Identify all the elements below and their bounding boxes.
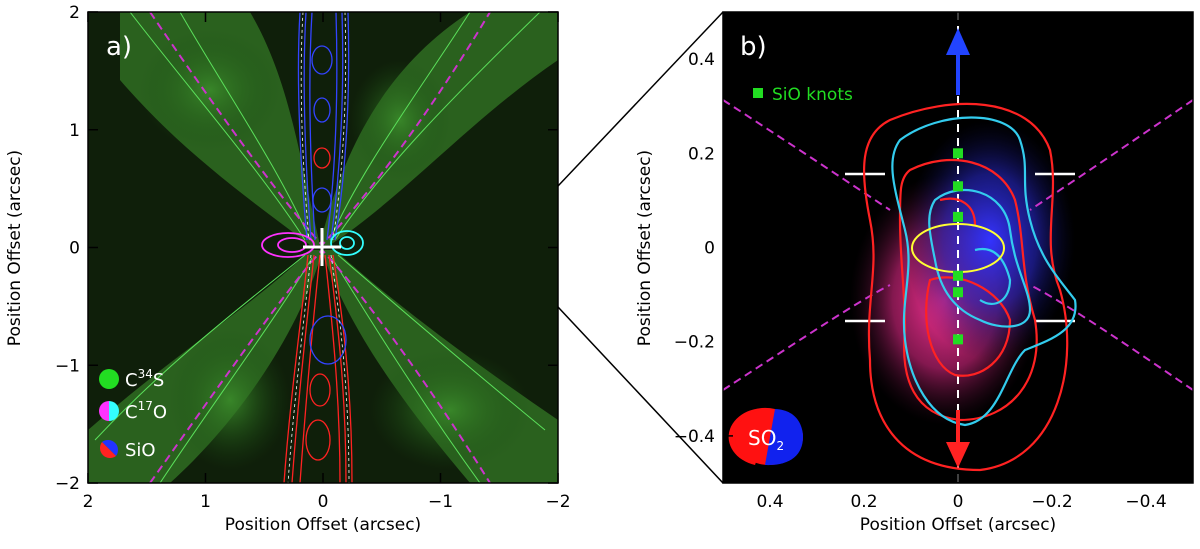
- x-tick-label-b-1: 0.2: [850, 492, 877, 512]
- so2-cyan-contours: [891, 116, 1077, 427]
- outflow-arrow-red: [946, 410, 970, 468]
- so2-beam-label: SO2: [748, 426, 784, 453]
- x-tick-label-a-1: 1: [200, 492, 211, 512]
- x-tick-label-a-4: −2: [545, 492, 570, 512]
- so2-blue-glow: [905, 120, 1075, 360]
- y-tick-label-b-0: −0.4: [674, 427, 715, 447]
- sio-knot-4: [953, 287, 963, 298]
- legend-sio-swatch: [99, 439, 119, 459]
- sio-red-jet: [283, 254, 353, 483]
- legend-c34s-swatch: [99, 369, 119, 389]
- c17o-contours: [261, 230, 364, 258]
- legend-c17o-swatch: [99, 401, 119, 421]
- panel-a: 2 1 0 −1 −2 −2 −1 0 1 2 a) C34S C17O SiO Position…: [5, 3, 571, 535]
- panel-a-xlabel: Position Offset (arcsec): [225, 515, 421, 535]
- outflow-arrow-blue: [946, 28, 970, 95]
- sio-blue-jet: [297, 12, 350, 241]
- panel-b: SiO knots SO2 0.4 0.2 0 −0.2 −0.4−0.4−0.200.…: [635, 11, 1194, 535]
- panel-b-image: SiO knots SO2: [723, 12, 1193, 483]
- sio-knot-2: [953, 211, 963, 222]
- y-tick-label-a-2: 0: [69, 239, 80, 259]
- panel-b-label: b): [740, 32, 767, 62]
- panel-a-ticks: 2 1 0 −1 −2 −2 −1 0 1 2: [55, 3, 571, 512]
- so2-beam: [728, 407, 803, 466]
- sio-knot-5: [953, 334, 963, 345]
- legend-sio-label: SiO: [125, 440, 156, 461]
- x-tick-label-b-3: −0.2: [1031, 492, 1072, 512]
- y-tick-label-b-1: −0.2: [674, 333, 715, 353]
- panel-b-ticks: 0.4 0.2 0 −0.2 −0.4 −0.4 −0.2 0 0.2 0.4: [674, 12, 1193, 512]
- panel-a-label: a): [106, 32, 132, 62]
- sio-knot-0: [953, 148, 963, 159]
- panel-a-ylabel: Position Offset (arcsec): [5, 150, 25, 346]
- y-tick-label-a-3: 1: [69, 121, 80, 141]
- zoom-connectors: [557, 11, 724, 484]
- x-tick-label-a-0: 2: [83, 492, 94, 512]
- x-tick-label-b-4: −0.4: [1125, 492, 1166, 512]
- panel-a-legend: C34S C17O SiO: [99, 367, 167, 461]
- y-tick-label-b-4: 0.4: [688, 50, 715, 70]
- protostar-marker: [303, 228, 341, 266]
- knot-legend-label: SiO knots: [772, 85, 853, 105]
- y-tick-label-b-3: 0.2: [688, 144, 715, 164]
- y-tick-label-a-1: −1: [55, 356, 80, 376]
- y-tick-label-a-0: −2: [55, 474, 80, 494]
- panel-a-image: [88, 12, 558, 483]
- y-tick-label-b-2: 0: [704, 239, 715, 259]
- sio-knot-3: [953, 270, 963, 281]
- knot-legend-swatch: [753, 88, 763, 98]
- x-tick-label-a-2: 0: [318, 492, 329, 512]
- legend-c34s-label: C34S: [125, 367, 164, 391]
- y-tick-label-a-4: 2: [69, 3, 80, 23]
- legend-c17o-label: C17O: [125, 399, 167, 423]
- sio-knots: [953, 148, 963, 345]
- cavity-curves-b: [723, 99, 1193, 391]
- x-tick-label-b-2: 0: [953, 492, 964, 512]
- sio-knot-1: [953, 181, 963, 192]
- panel-b-xlabel: Position Offset (arcsec): [860, 515, 1056, 535]
- panel-b-ylabel: Position Offset (arcsec): [635, 150, 655, 346]
- x-tick-label-a-3: −1: [428, 492, 453, 512]
- x-tick-label-b-0: 0.4: [756, 492, 783, 512]
